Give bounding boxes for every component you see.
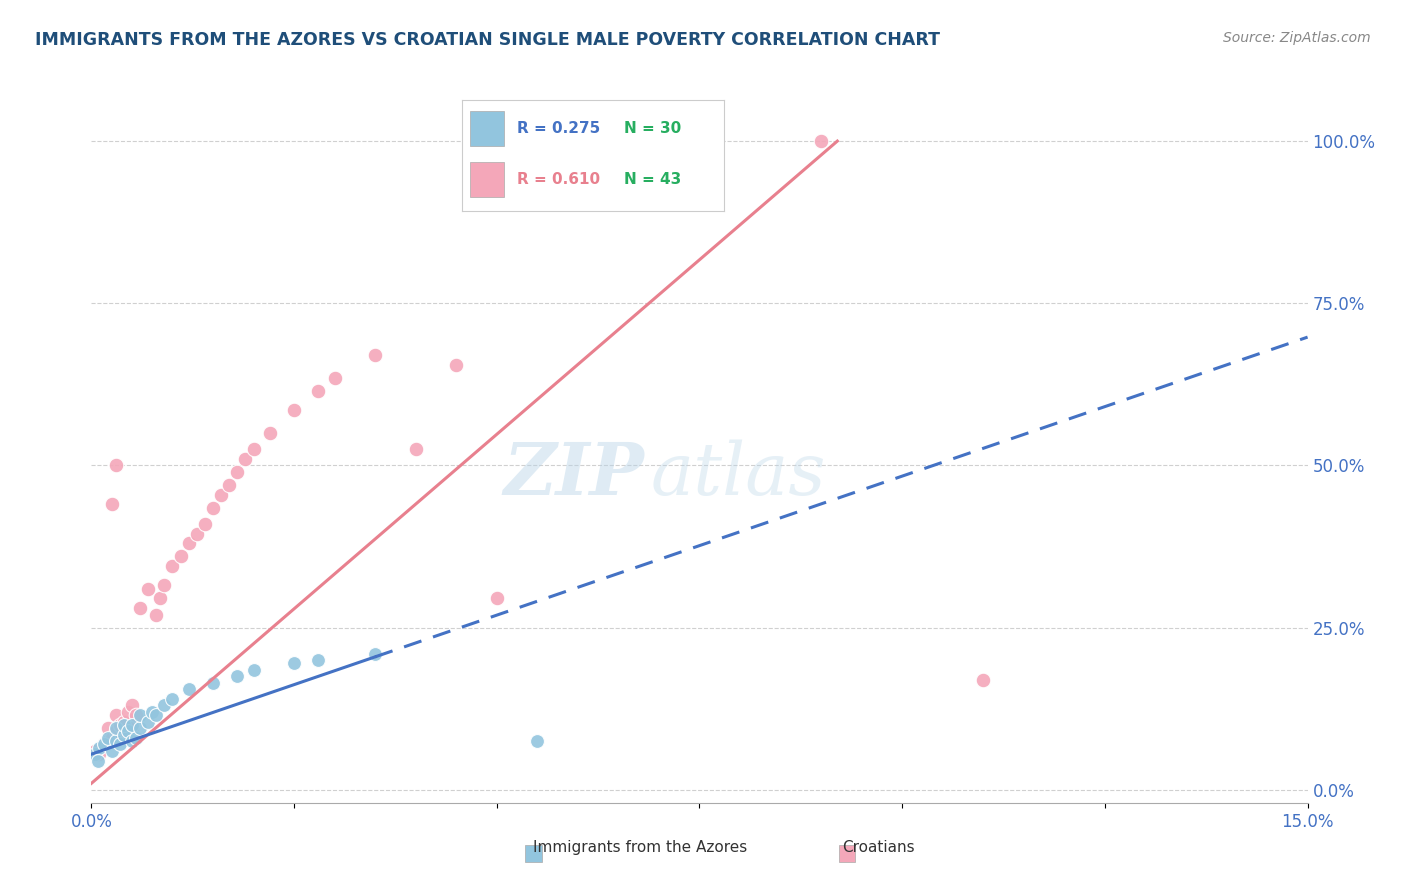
Point: [136, 714, 159, 729]
Point: [145, 708, 167, 723]
Point: [307, 384, 329, 398]
Point: [149, 591, 172, 606]
Point: [117, 705, 139, 719]
Point: [226, 669, 249, 683]
Point: [307, 653, 329, 667]
FancyBboxPatch shape: [839, 845, 855, 863]
Point: [145, 607, 167, 622]
Point: [93, 738, 115, 752]
Point: [121, 721, 143, 735]
Point: [202, 500, 225, 515]
Point: [87, 754, 110, 768]
Text: IMMIGRANTS FROM THE AZORES VS CROATIAN SINGLE MALE POVERTY CORRELATION CHART: IMMIGRANTS FROM THE AZORES VS CROATIAN S…: [35, 31, 941, 49]
Point: [104, 734, 127, 748]
Point: [485, 591, 508, 606]
Point: [100, 497, 122, 511]
Point: [125, 708, 148, 723]
Text: atlas: atlas: [651, 439, 827, 510]
Point: [100, 731, 122, 745]
Point: [97, 734, 120, 748]
Point: [972, 673, 994, 687]
Point: [125, 731, 148, 745]
Point: [810, 134, 832, 148]
Point: [104, 708, 127, 723]
Point: [405, 442, 427, 457]
Text: Source: ZipAtlas.com: Source: ZipAtlas.com: [1223, 31, 1371, 45]
Point: [259, 425, 281, 440]
Point: [283, 403, 305, 417]
Point: [93, 738, 115, 752]
Point: [129, 721, 152, 735]
Point: [121, 698, 143, 713]
Point: [177, 536, 200, 550]
Point: [108, 718, 131, 732]
Point: [194, 516, 217, 531]
Point: [129, 601, 152, 615]
Point: [112, 728, 135, 742]
Point: [121, 734, 143, 748]
Point: [89, 747, 111, 761]
Point: [235, 452, 257, 467]
Point: [526, 734, 548, 748]
Point: [283, 657, 305, 671]
Point: [177, 682, 200, 697]
Point: [364, 647, 387, 661]
Point: [84, 747, 107, 761]
Text: ZIP: ZIP: [503, 439, 645, 510]
Point: [117, 724, 139, 739]
Text: Croatians: Croatians: [842, 840, 915, 855]
Point: [104, 721, 127, 735]
Point: [242, 442, 264, 457]
Point: [153, 578, 176, 592]
Point: [141, 705, 163, 719]
Point: [104, 458, 127, 473]
Point: [242, 663, 264, 677]
Point: [136, 582, 159, 596]
Point: [129, 708, 152, 723]
Point: [84, 744, 107, 758]
Text: Immigrants from the Azores: Immigrants from the Azores: [533, 840, 747, 855]
Point: [112, 728, 135, 742]
Point: [97, 731, 120, 745]
Point: [112, 718, 135, 732]
Point: [162, 692, 184, 706]
Point: [323, 371, 346, 385]
Point: [153, 698, 176, 713]
Point: [100, 744, 122, 758]
Point: [364, 348, 387, 362]
Point: [108, 738, 131, 752]
Point: [444, 358, 467, 372]
Point: [169, 549, 191, 564]
Point: [209, 488, 232, 502]
Point: [112, 714, 135, 729]
Point: [89, 740, 111, 755]
Point: [226, 465, 249, 479]
Point: [218, 478, 240, 492]
FancyBboxPatch shape: [526, 845, 541, 863]
Point: [104, 724, 127, 739]
Point: [202, 675, 225, 690]
Point: [186, 526, 208, 541]
Point: [121, 718, 143, 732]
Point: [162, 559, 184, 574]
Point: [97, 721, 120, 735]
